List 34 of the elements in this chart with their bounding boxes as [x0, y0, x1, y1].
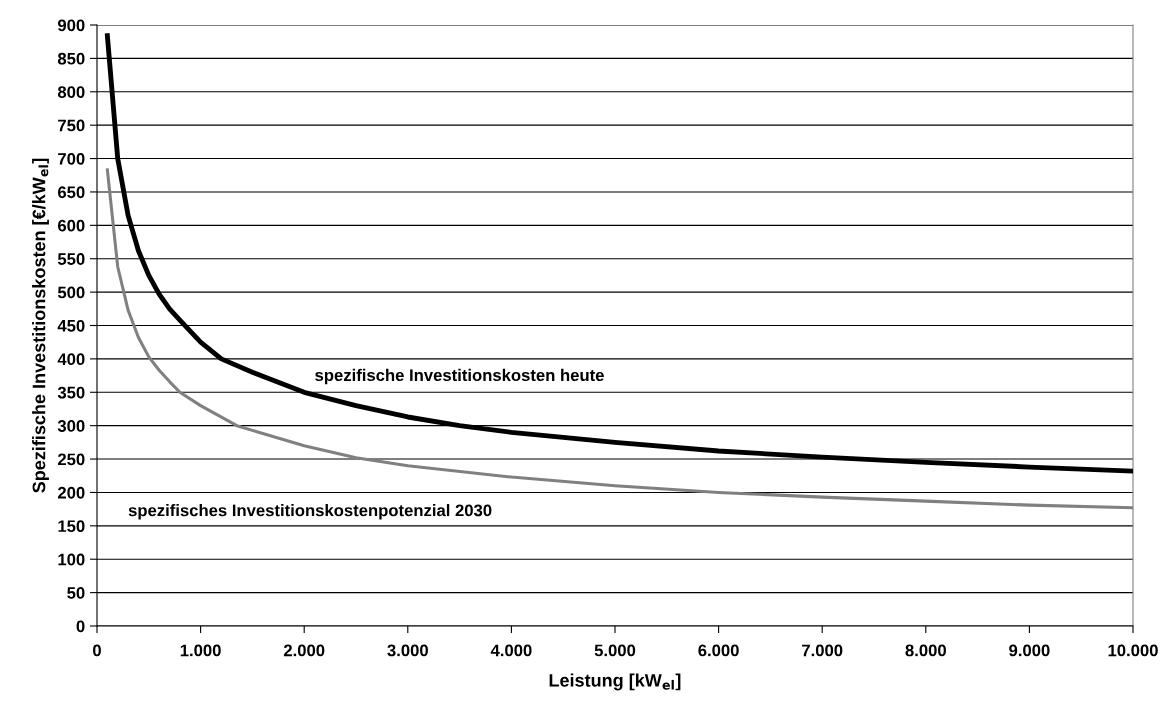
y-tick-label: 150: [58, 520, 85, 533]
x-tick-label: 2.000: [283, 644, 325, 657]
x-tick-label: 0: [93, 644, 101, 657]
y-tick-label: 850: [57, 52, 85, 65]
x-tick-label: 7.000: [802, 644, 843, 657]
y-tick-label: 500: [57, 286, 85, 299]
y-tick-label: 450: [57, 319, 85, 332]
y-tick-label: 700: [58, 152, 85, 165]
y-tick-label: 50: [67, 587, 85, 599]
y-tick-label: 900: [57, 19, 85, 32]
y-tick-label: 750: [58, 119, 85, 132]
y-tick-label: 400: [57, 353, 85, 366]
x-tick-label: 3.000: [387, 644, 428, 657]
x-tick-label: 8.000: [905, 644, 946, 657]
x-tick-label: 9.000: [1009, 644, 1050, 657]
annotation: spezifisches Investitionskostenpotenzial 2030: [128, 504, 492, 520]
x-tick-label: 10.000: [1108, 644, 1158, 657]
x-tick-label: 4.000: [490, 644, 532, 657]
x-tick-label: 6.000: [698, 644, 739, 657]
x-tick-label: 5.000: [594, 644, 636, 657]
y-tick-label: 550: [57, 253, 85, 265]
y-tick-label: 650: [58, 186, 85, 199]
annotation: spezifische Investitionskosten heute: [315, 368, 604, 385]
y-tick-label: 800: [57, 86, 85, 98]
x-tick-label: 1.000: [180, 644, 221, 657]
y-tick-label: 100: [58, 553, 85, 566]
y-tick-label: 350: [57, 386, 85, 399]
y-tick-label: 300: [57, 420, 85, 432]
y-tick-label: 600: [58, 219, 85, 232]
x-axis-title: Leistung [kW$_{el}$]: [549, 673, 681, 691]
y-tick-label: 0: [76, 620, 85, 633]
y-axis-title: Spezifische Investitionskosten [€/kW$_{el}$]: [32, 158, 49, 493]
y-tick-label: 200: [57, 486, 85, 499]
y-tick-label: 250: [57, 453, 85, 466]
